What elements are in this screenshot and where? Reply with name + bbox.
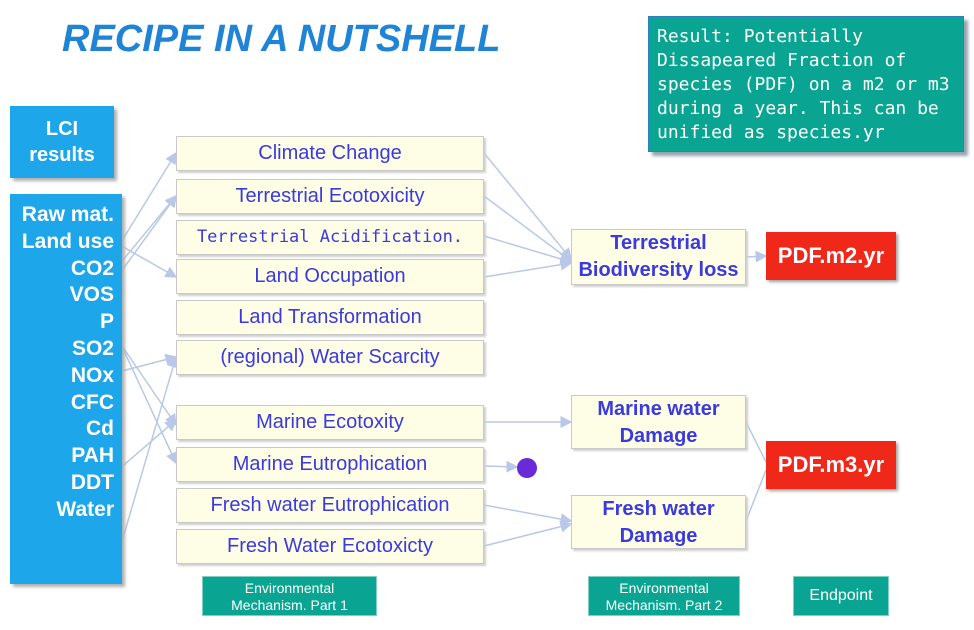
lci-results-line2: results <box>29 144 95 166</box>
input-item: Cd <box>86 417 114 441</box>
input-item: Water <box>56 497 114 521</box>
endpoint-pdf-m2-yr: PDF.m2.yr <box>766 232 896 280</box>
midpoint-fresh-water-ecotoxicty: Fresh Water Ecotoxicty <box>176 529 484 564</box>
damage-terrestrial-line2: Biodiversity loss <box>578 259 739 281</box>
marine-eutrophication-dot <box>517 458 537 478</box>
input-item: VOS <box>69 283 114 307</box>
damage-marine-line1: Marine water <box>597 398 720 420</box>
footer-part2-line2: Mechanism. Part 2 <box>605 597 723 613</box>
input-item: CO2 <box>70 256 114 280</box>
midpoint-water-scarcity: (regional) Water Scarcity <box>176 340 484 375</box>
input-item: DDT <box>70 470 114 494</box>
damage-fresh-line1: Fresh water <box>602 498 715 520</box>
input-item: PAH <box>71 444 114 468</box>
lci-results-box: LCI results <box>10 106 114 178</box>
damage-terrestrial-line1: Terrestrial <box>610 232 707 254</box>
midpoint-marine-ecotoxity: Marine Ecotoxity <box>176 405 484 440</box>
input-item: Raw mat. <box>21 203 114 226</box>
midpoint-marine-eutrophication: Marine Eutrophication <box>176 447 484 482</box>
footer-part1-line2: Mechanism. Part 1 <box>231 597 348 613</box>
footer-label-mechanism-part2: Environmental Mechanism. Part 2 <box>588 576 740 616</box>
midpoint-fresh-water-eutrophication: Fresh water Eutrophication <box>176 488 484 523</box>
footer-label-mechanism-part1: Environmental Mechanism. Part 1 <box>202 576 377 616</box>
footer-label-endpoint: Endpoint <box>793 576 889 616</box>
damage-fresh-water: Fresh water Damage <box>571 495 746 549</box>
lci-results-line1: LCI <box>45 118 79 140</box>
input-item: CFC <box>70 390 114 414</box>
input-item: SO2 <box>71 336 114 360</box>
midpoint-terrestrial-ecotoxicity: Terrestrial Ecotoxicity <box>176 179 484 214</box>
damage-fresh-line2: Damage <box>619 525 698 547</box>
result-note: Result: Potentially Dissapeared Fraction… <box>648 16 964 152</box>
midpoint-climate-change: Climate Change <box>176 136 484 171</box>
damage-terrestrial-biodiversity: Terrestrial Biodiversity loss <box>571 229 746 285</box>
damage-marine-water: Marine water Damage <box>571 395 746 449</box>
page-title: RECIPE IN A NUTSHELL <box>62 18 501 60</box>
input-item: NOx <box>70 363 114 387</box>
footer-part1-line1: Environmental <box>244 580 335 596</box>
input-item: P <box>99 310 114 334</box>
midpoint-land-occupation: Land Occupation <box>176 259 484 294</box>
endpoint-pdf-m3-yr: PDF.m3.yr <box>766 441 896 489</box>
midpoint-terrestrial-acidification: Terrestrial Acidification. <box>176 220 484 255</box>
input-item: Land use <box>21 229 114 253</box>
midpoint-land-transformation: Land Transformation <box>176 300 484 335</box>
footer-part2-line1: Environmental <box>619 580 709 596</box>
damage-marine-line2: Damage <box>619 425 698 447</box>
inventory-inputs-box: Raw mat. Land use CO2 VOS P SO2 NOx CFC … <box>10 194 122 584</box>
